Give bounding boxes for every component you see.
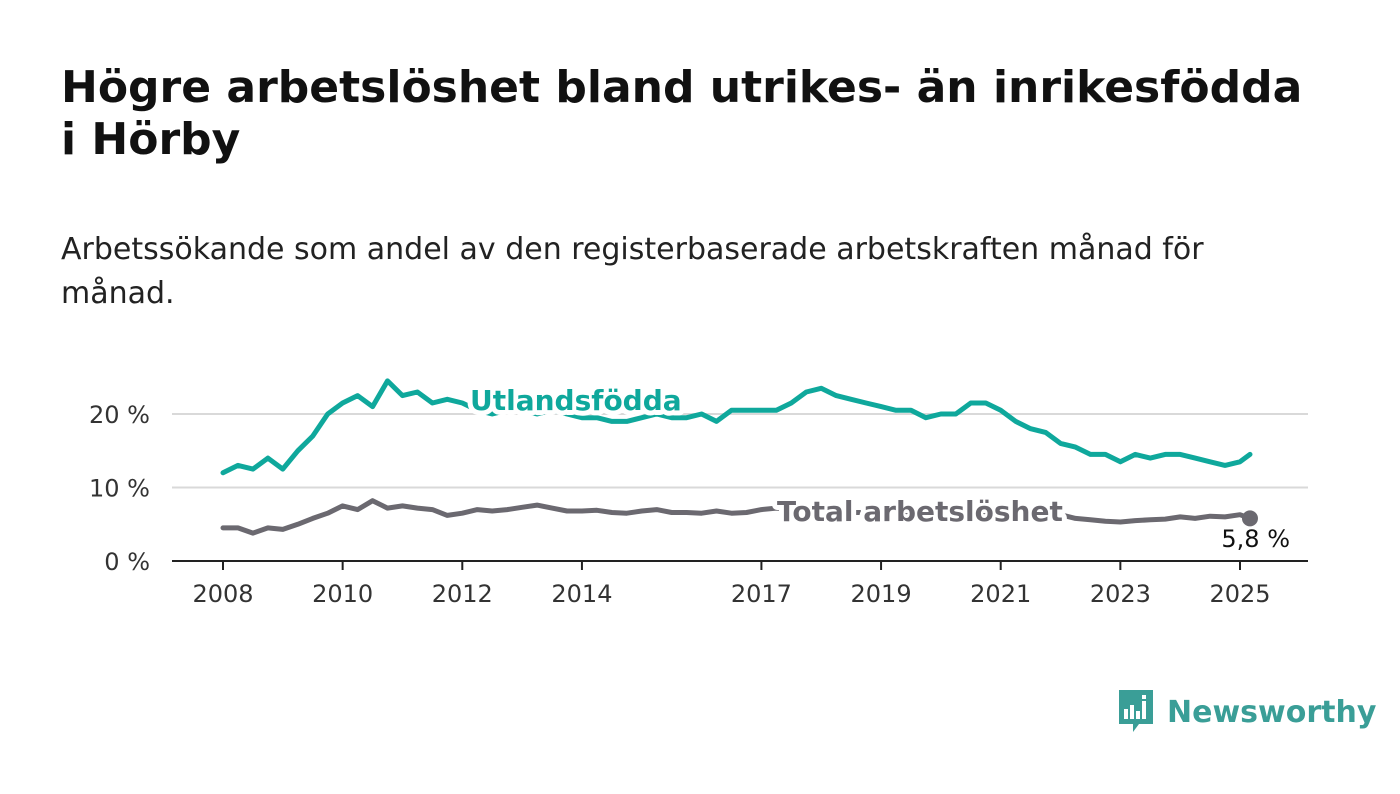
series-label-utlandsfodda: Utlandsfödda [470,384,682,417]
chart-title: Högre arbetslöshet bland utrikes- än inr… [61,62,1303,165]
end-point-marker [1241,510,1258,527]
brand-name: Newsworthy [1167,694,1377,730]
end-value-label: 5,8 % [1221,525,1290,553]
series-label-halo: Total arbetslöshet [777,495,1063,528]
x-tick-label: 2010 [312,580,373,608]
x-tick-label: 2014 [551,580,612,608]
y-tick-label: 20 % [89,401,150,429]
y-tick-label: 0 % [104,548,150,576]
x-tick-label: 2017 [731,580,792,608]
x-tick-label: 2021 [970,580,1031,608]
x-tick-label: 2023 [1090,580,1151,608]
x-tick-label: 2008 [192,580,253,608]
x-tick-label: 2025 [1209,580,1270,608]
newsworthy-logo-icon [1119,690,1153,732]
y-axis-ticks: 0 % 10 % 20 % [89,401,150,576]
series-line-utlandsfodda [220,378,1253,476]
y-tick-label: 10 % [89,475,150,503]
x-tick-label: 2012 [432,580,493,608]
brand-logo: Newsworthy [1119,690,1376,734]
x-axis: 2008 2010 2012 2014 2017 2019 2021 2023 2025 [172,560,1308,608]
x-tick-label: 2019 [851,580,912,608]
chart-subtitle: Arbetssökande som andel av den registerb… [61,232,1204,311]
series-label-total: Total arbetslöshet [777,495,1063,528]
series-line-total [220,498,1253,536]
series-label-halo: Utlandsfödda [470,384,682,417]
gridlines [172,413,1308,489]
series-lines [220,378,1258,536]
